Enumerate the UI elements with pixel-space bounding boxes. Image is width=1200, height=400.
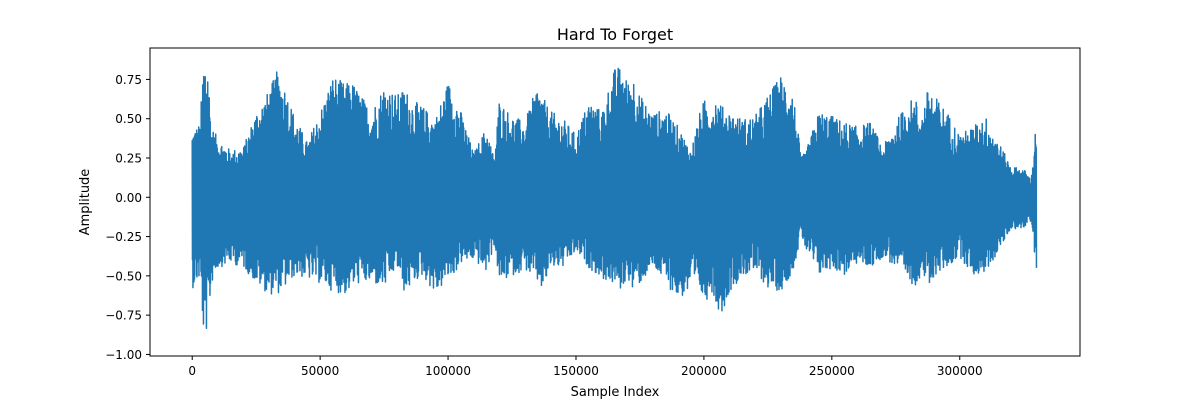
y-tick-label: −0.75: [105, 309, 142, 323]
y-tick-label: 0.50: [115, 112, 142, 126]
x-tick-label: 100000: [425, 364, 471, 378]
y-tick-label: −1.00: [105, 348, 142, 362]
x-tick-label: 200000: [681, 364, 727, 378]
y-axis: 0.75 0.50 0.25 0.00 −0.25 −0.50 −0.75 −1.00: [105, 73, 150, 362]
y-tick-label: 0.25: [115, 152, 142, 166]
x-axis-label: Sample Index: [571, 385, 660, 400]
x-tick-label: 50000: [301, 364, 339, 378]
x-axis: 0 50000 100000 150000 200000 250000 300000: [188, 356, 983, 378]
axes-frame: [149, 47, 1081, 357]
y-axis-label: Amplitude: [78, 169, 93, 236]
waveform-series-line: [191, 67, 1038, 330]
plot-area: [191, 67, 1038, 330]
x-tick-label: 250000: [809, 364, 855, 378]
y-tick-label: 0.75: [115, 73, 142, 87]
x-tick-label: 300000: [937, 364, 983, 378]
y-tick-label: 0.00: [115, 191, 142, 205]
y-tick-label: −0.50: [105, 269, 142, 283]
x-tick-label: 150000: [553, 364, 599, 378]
y-tick-label: −0.25: [105, 230, 142, 244]
chart-title: Hard To Forget: [557, 25, 673, 44]
x-tick-label: 0: [188, 364, 196, 378]
